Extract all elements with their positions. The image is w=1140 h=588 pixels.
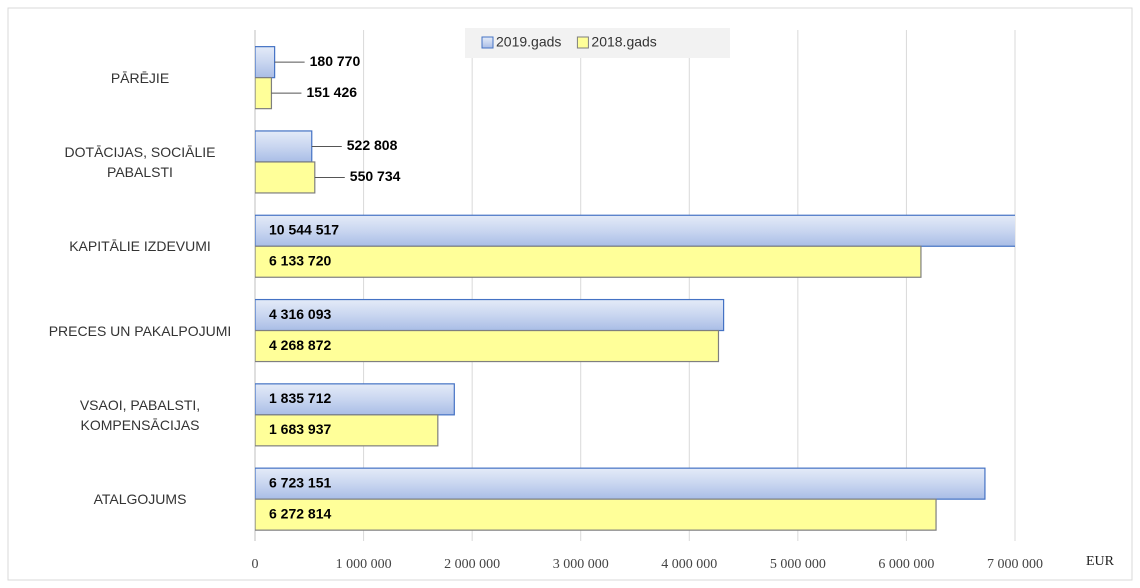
data-label: 1 683 937: [269, 421, 331, 437]
legend-swatch: [481, 36, 494, 49]
bar: [255, 383, 455, 416]
data-label: 10 544 517: [269, 221, 339, 237]
data-label: 4 316 093: [269, 306, 331, 322]
data-label: 550 734: [350, 168, 401, 184]
legend-label: 2019.gads: [496, 34, 561, 50]
x-tick-label: 4 000 000: [661, 557, 717, 572]
bar: [255, 298, 725, 332]
data-label: 151 426: [306, 84, 357, 100]
data-label: 4 268 872: [269, 337, 331, 353]
data-label: 6 272 814: [269, 505, 331, 521]
x-tick-label: 3 000 000: [553, 557, 609, 572]
y-tick-label: KAPITĀLIE IZDEVUMI: [69, 238, 211, 255]
bars: [255, 46, 1015, 531]
x-tick-label: 6 000 000: [878, 557, 934, 572]
bar: [255, 245, 922, 278]
legend-label: 2018.gads: [591, 34, 656, 50]
bar: [255, 414, 439, 447]
bar: [255, 77, 273, 110]
y-tick-label: DOTĀCIJAS, SOCIĀLIE PABALSTI: [64, 143, 216, 180]
y-tick-label: PĀRĒJIE: [110, 69, 170, 86]
legend-swatch: [576, 36, 589, 49]
x-tick-label: 0: [252, 557, 259, 572]
x-axis-label: EUR: [1086, 554, 1115, 569]
bar: [255, 214, 1015, 247]
y-tick-label: VSAOI, PABALSTI, KOMPENSĀCIJAS: [79, 396, 201, 433]
bar: [255, 46, 276, 79]
x-tick-label: 7 000 000: [987, 557, 1043, 572]
bar: [255, 161, 316, 194]
bar: [255, 498, 937, 531]
x-tick-label: 5 000 000: [770, 557, 826, 572]
x-tick-label: 2 000 000: [444, 557, 500, 572]
data-label: 522 808: [347, 137, 398, 153]
bar: [255, 329, 720, 363]
bar: [255, 130, 313, 163]
data-label: 180 770: [310, 53, 361, 69]
bar: [255, 467, 986, 500]
x-tick-label: 1 000 000: [336, 557, 392, 572]
data-label: 6 133 720: [269, 252, 331, 268]
y-tick-label: ATALGOJUMS: [93, 491, 187, 508]
y-tick-label: PRECES UN PAKALPOJUMI: [48, 322, 232, 339]
data-label: 6 723 151: [269, 474, 331, 490]
legend-box: [465, 28, 730, 58]
data-label: 1 835 712: [269, 390, 331, 406]
